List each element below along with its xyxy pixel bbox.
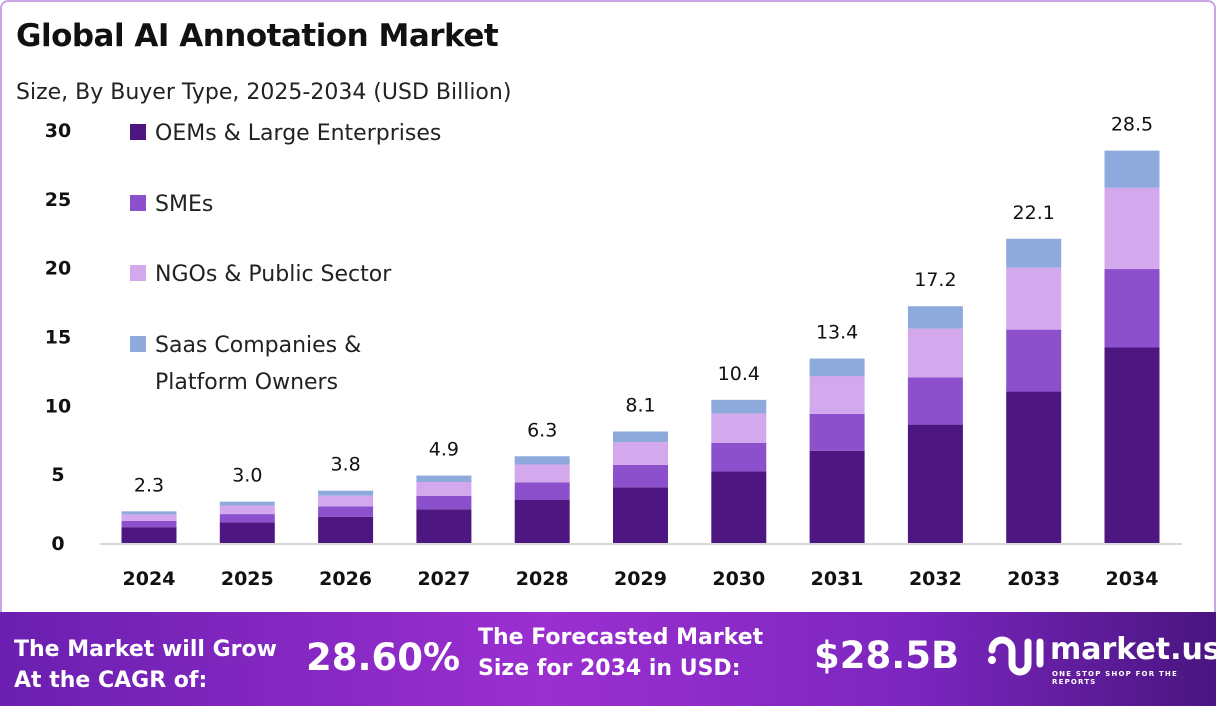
- total-label: 4.9: [429, 439, 459, 461]
- bar-segment: [121, 520, 177, 528]
- bar-segment: [613, 464, 668, 488]
- total-label: 17.2: [914, 269, 956, 291]
- x-tick-label: 2030: [712, 568, 765, 590]
- forecast-label: The Forecasted Market Size for 2034 in US…: [478, 625, 764, 681]
- bar-segment: [907, 377, 963, 425]
- bar-segment: [907, 328, 963, 378]
- bar-segment: [711, 442, 767, 472]
- legend-label: Saas Companies &: [155, 333, 361, 358]
- x-tick-label: 2027: [417, 568, 470, 590]
- stacked-bar-chart: 0510152025302.320243.020253.820264.92027…: [45, 114, 1182, 590]
- y-tick-label: 5: [51, 464, 64, 486]
- bar-segment: [219, 505, 275, 515]
- total-label: 3.0: [232, 465, 262, 487]
- bar-segment: [613, 442, 668, 465]
- bar-segment: [907, 424, 963, 543]
- bar-segment: [1006, 267, 1062, 330]
- total-label: 28.5: [1111, 114, 1153, 136]
- bar-segment: [121, 527, 177, 543]
- y-tick-label: 20: [45, 258, 71, 280]
- logo-icon: [988, 636, 1044, 676]
- bar-segment: [219, 501, 275, 506]
- bar-segment: [1104, 187, 1160, 270]
- total-label: 22.1: [1013, 202, 1055, 224]
- bar-segment: [907, 306, 963, 329]
- total-label: 2.3: [134, 474, 164, 496]
- total-label: 13.4: [816, 322, 858, 344]
- bar-segment: [514, 499, 570, 543]
- bar-segment: [809, 450, 865, 543]
- total-label: 6.3: [527, 419, 557, 441]
- bar-segment: [809, 358, 865, 377]
- bar-segment: [318, 495, 374, 507]
- bar-segment: [219, 514, 275, 523]
- legend-label: OEMs & Large Enterprises: [155, 121, 441, 146]
- bar-segment: [1006, 391, 1062, 543]
- x-tick-label: 2034: [1106, 568, 1159, 590]
- forecast-value: $28.5B: [814, 634, 960, 677]
- legend-swatch: [130, 336, 146, 352]
- bar-segment: [711, 413, 767, 443]
- bar-segment: [416, 482, 472, 496]
- bar-segment: [1006, 238, 1062, 268]
- bar-segment: [514, 464, 570, 483]
- bar-segment: [1104, 150, 1160, 188]
- brand-logo: market.us ONE STOP SHOP FOR THE REPORTS: [986, 632, 1216, 686]
- bar-segment: [613, 487, 668, 543]
- bar-segment: [711, 471, 767, 543]
- bar-segment: [809, 413, 865, 451]
- x-tick-label: 2025: [221, 568, 274, 590]
- x-tick-label: 2033: [1007, 568, 1060, 590]
- bar-segment: [416, 495, 472, 510]
- bar-segment: [219, 522, 275, 543]
- y-tick-label: 10: [45, 395, 71, 417]
- bar-segment: [121, 514, 177, 521]
- footer-banner: The Market will Grow At the CAGR of: 28.6…: [0, 612, 1216, 706]
- bar-segment: [1104, 269, 1160, 348]
- legend-label: NGOs & Public Sector: [155, 262, 392, 287]
- bar-segment: [514, 456, 570, 465]
- legend-swatch: [130, 265, 146, 281]
- chart-title: Global AI Annotation Market: [16, 18, 499, 54]
- cagr-label: The Market will Grow At the CAGR of:: [14, 637, 277, 693]
- bar-segment: [514, 482, 570, 500]
- total-label: 8.1: [625, 394, 655, 416]
- y-tick-label: 15: [45, 327, 71, 349]
- x-tick-label: 2024: [123, 568, 176, 590]
- bar-segment: [809, 376, 865, 414]
- y-tick-label: 30: [45, 120, 71, 142]
- bar-segment: [416, 509, 472, 543]
- legend-swatch: [130, 195, 146, 211]
- bar-segment: [416, 475, 472, 483]
- bar-segment: [1006, 329, 1062, 392]
- x-tick-label: 2029: [614, 568, 667, 590]
- legend-label: SMEs: [155, 192, 213, 217]
- bar-segment: [1104, 347, 1160, 543]
- x-tick-label: 2028: [516, 568, 569, 590]
- y-tick-label: 0: [51, 533, 64, 555]
- total-label: 3.8: [330, 454, 360, 476]
- y-tick-label: 25: [45, 189, 71, 211]
- cagr-value: 28.60%: [306, 636, 461, 679]
- legend-swatch: [130, 124, 146, 140]
- x-tick-label: 2032: [909, 568, 962, 590]
- bar-segment: [613, 431, 668, 443]
- bar-segment: [711, 399, 767, 414]
- legend-label: Platform Owners: [155, 370, 338, 395]
- bar-segment: [318, 490, 374, 496]
- bar-segment: [318, 516, 374, 543]
- x-tick-label: 2026: [319, 568, 372, 590]
- x-tick-label: 2031: [811, 568, 864, 590]
- chart-subtitle: Size, By Buyer Type, 2025-2034 (USD Bill…: [16, 80, 512, 105]
- total-label: 10.4: [718, 363, 760, 385]
- bar-segment: [318, 506, 374, 517]
- bar-segment: [121, 511, 177, 515]
